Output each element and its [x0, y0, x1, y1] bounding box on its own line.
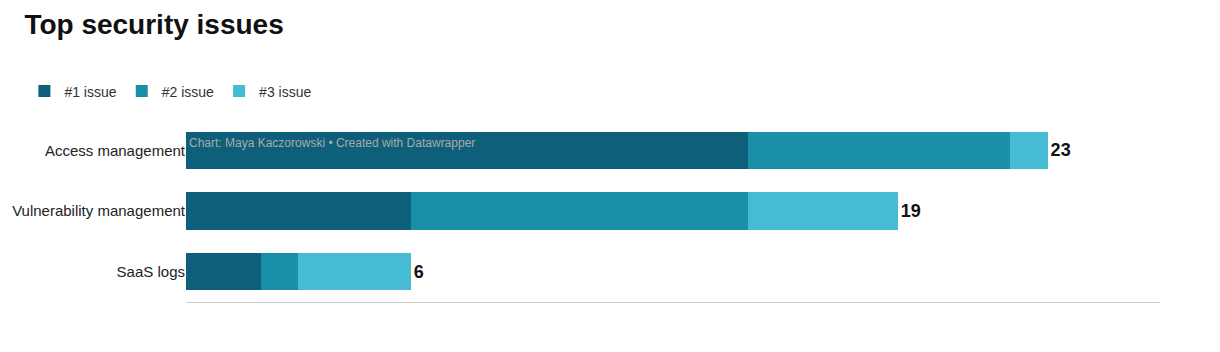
svg-text:Chart: Maya Kaczorowski • Crea: Chart: Maya Kaczorowski • Created with D… [189, 136, 475, 150]
svg-text:#3 issue: #3 issue [259, 84, 311, 100]
svg-text:Vulnerability management: Vulnerability management [12, 202, 186, 219]
svg-text:6: 6 [414, 262, 424, 282]
svg-text:23: 23 [1051, 140, 1071, 160]
svg-text:Access management: Access management [45, 142, 186, 159]
svg-text:SaaS logs: SaaS logs [117, 263, 185, 280]
svg-text:19: 19 [901, 201, 921, 221]
svg-text:#1 issue: #1 issue [64, 84, 116, 100]
svg-text:#2 issue: #2 issue [162, 84, 214, 100]
svg-text:Top security issues: Top security issues [24, 9, 283, 40]
